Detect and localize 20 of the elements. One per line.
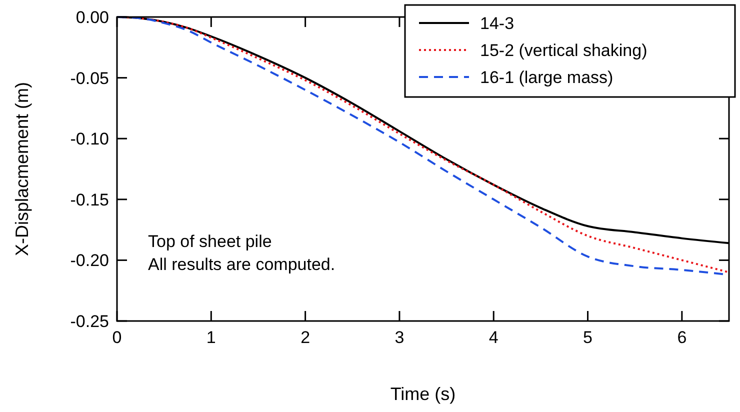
x-tick-label: 1	[206, 328, 216, 347]
legend-label: 15-2 (vertical shaking)	[480, 40, 648, 60]
annotation: Top of sheet pile	[148, 232, 272, 251]
x-tick-label: 6	[677, 328, 687, 347]
y-tick-label: 0.00	[76, 8, 109, 27]
x-tick-label: 4	[488, 328, 498, 347]
y-tick-label: -0.05	[70, 68, 109, 88]
y-axis-title: X-Displacmement (m)	[12, 82, 32, 256]
x-tick-label: 0	[112, 328, 122, 347]
x-tick-label: 2	[300, 328, 310, 347]
y-tick-label: -0.10	[70, 130, 109, 149]
y-tick-label: -0.15	[70, 190, 109, 210]
x-tick-label: 3	[394, 328, 404, 347]
annotation: All results are computed.	[148, 255, 336, 274]
y-tick-label: -0.25	[70, 312, 109, 331]
legend-label: 16-1 (large mass)	[480, 68, 614, 87]
y-tick-label: -0.20	[70, 251, 109, 270]
legend-label: 14-3	[480, 14, 514, 33]
x-tick-label: 5	[583, 328, 593, 347]
x-axis-title: Time (s)	[390, 384, 456, 404]
